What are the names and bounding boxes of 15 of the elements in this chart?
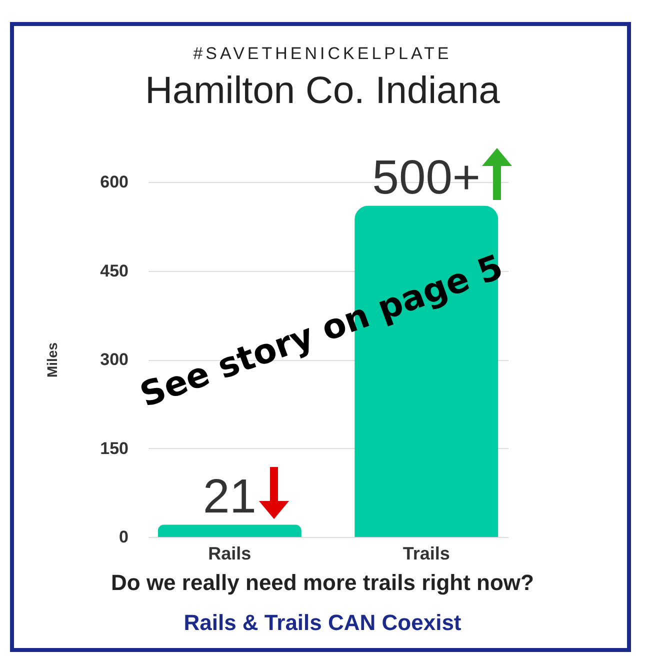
text: Do we really need more trails right now? [110, 570, 535, 596]
y-tick-label: 150 [100, 438, 128, 458]
y-tick-label: 300 [100, 350, 128, 369]
annotation: See story on page 5 [135, 247, 508, 416]
x-tick-label: Rails [208, 544, 252, 564]
y-tick-label: 600 [100, 172, 128, 192]
y-axis-title: Miles [44, 342, 60, 378]
x-tick-label: Trails [402, 544, 450, 564]
data-label: 500+ [372, 152, 480, 205]
y-tick-label: 0 [119, 528, 128, 546]
y-tick-label: 450 [100, 261, 128, 280]
text: #SAVETHENICKELPLATE [192, 44, 453, 64]
text: Rails & Trails CAN Coexist [182, 610, 462, 636]
data-label: 21 [202, 470, 256, 524]
chart-title: Hamilton Co. Indiana [144, 70, 501, 113]
